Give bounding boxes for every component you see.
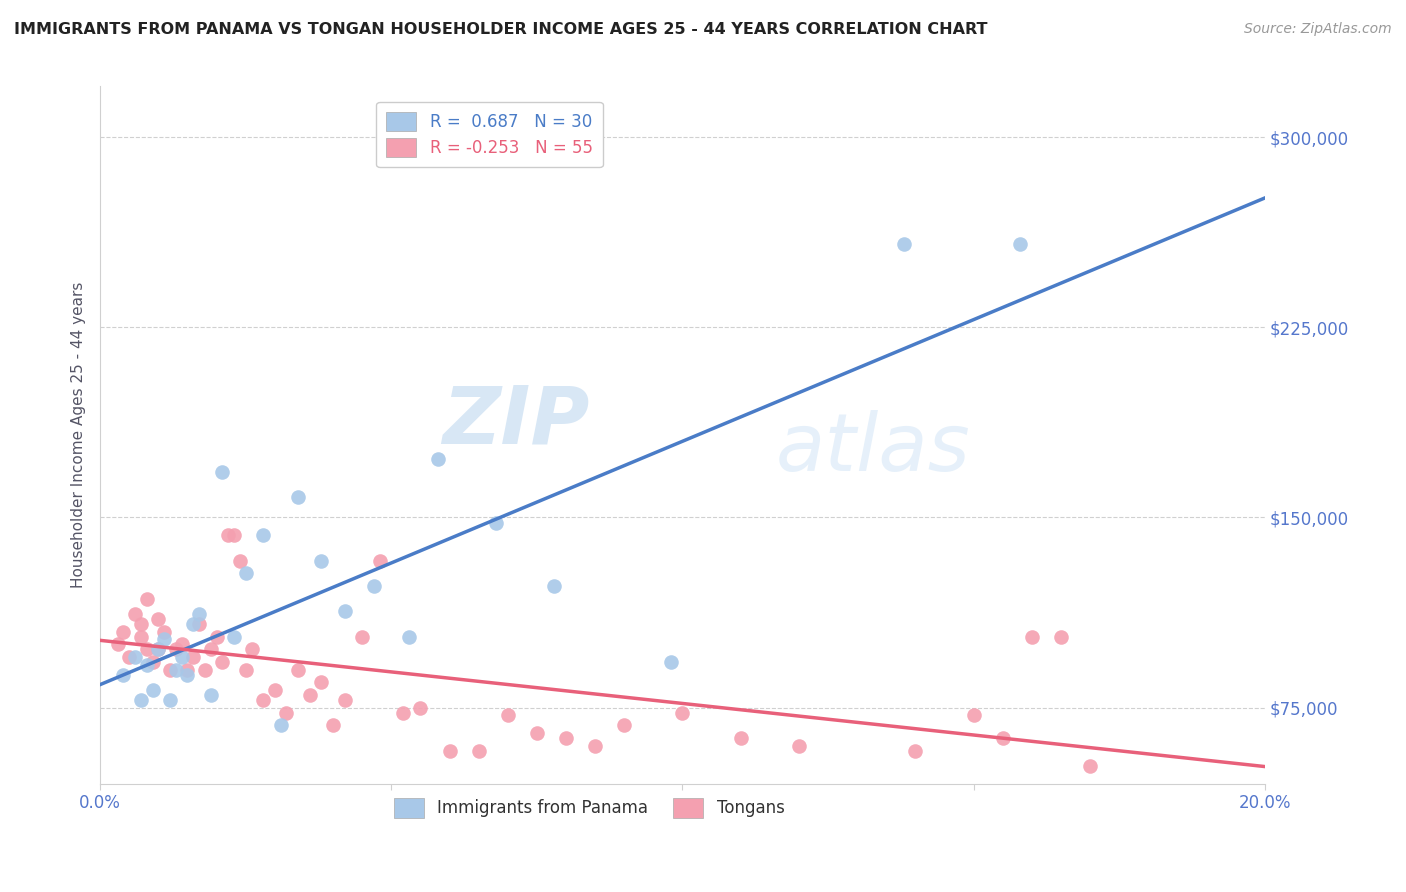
Point [124,607,146,621]
Text: Source: ZipAtlas.com: Source: ZipAtlas.com [1244,22,1392,37]
Point [135,657,157,672]
Point [170,649,193,664]
Point [222,528,245,542]
Point [962,708,984,723]
Point [263,682,285,697]
Point [1010,236,1032,251]
Point [235,663,257,677]
Point [222,630,245,644]
Text: ZIP: ZIP [441,382,589,460]
Point [526,726,548,740]
Legend: Immigrants from Panama, Tongans: Immigrants from Panama, Tongans [387,791,792,824]
Point [135,591,157,606]
Point [129,630,152,644]
Text: atlas: atlas [776,410,970,488]
Point [298,688,321,702]
Point [1050,630,1073,644]
Point [333,693,356,707]
Point [107,637,129,651]
Point [276,706,298,720]
Point [205,630,228,644]
Point [124,649,146,664]
Point [439,744,461,758]
Point [322,718,344,732]
Point [311,553,333,567]
Point [311,675,333,690]
Point [176,663,198,677]
Point [363,579,385,593]
Point [730,731,752,745]
Point [170,637,193,651]
Point [583,739,606,753]
Point [141,655,163,669]
Point [555,731,578,745]
Point [270,718,292,732]
Point [188,607,211,621]
Point [181,617,204,632]
Point [543,579,565,593]
Point [613,718,636,732]
Point [368,553,391,567]
Point [148,642,170,657]
Point [392,706,415,720]
Point [240,642,263,657]
Point [252,528,274,542]
Point [153,632,176,647]
Point [671,706,693,720]
Point [153,624,176,639]
Point [333,604,356,618]
Point [467,744,489,758]
Point [787,739,810,753]
Point [148,642,170,657]
Point [200,642,222,657]
Point [129,617,152,632]
Point [159,663,181,677]
Point [129,693,152,707]
Point [112,624,135,639]
Point [398,630,420,644]
Text: IMMIGRANTS FROM PANAMA VS TONGAN HOUSEHOLDER INCOME AGES 25 - 44 YEARS CORRELATI: IMMIGRANTS FROM PANAMA VS TONGAN HOUSEHO… [14,22,987,37]
Point [141,682,163,697]
Point [229,553,252,567]
Point [135,642,157,657]
Point [409,700,432,714]
Point [165,642,187,657]
Point [426,452,449,467]
Y-axis label: Householder Income Ages 25 - 44 years: Householder Income Ages 25 - 44 years [72,282,86,588]
Point [659,655,682,669]
Point [217,528,239,542]
Point [904,744,927,758]
Point [485,516,508,530]
Point [991,731,1014,745]
Point [1021,630,1043,644]
Point [287,663,309,677]
Point [118,649,141,664]
Point [200,688,222,702]
Point [287,490,309,504]
Point [496,708,519,723]
Point [188,617,211,632]
Point [112,667,135,681]
Point [252,693,274,707]
Point [194,663,217,677]
Point [211,465,233,479]
Point [211,655,233,669]
Point [352,630,374,644]
Point [181,649,204,664]
Point [235,566,257,581]
Point [893,236,915,251]
Point [159,693,181,707]
Point [148,612,170,626]
Point [176,667,198,681]
Point [1078,759,1101,773]
Point [165,663,187,677]
